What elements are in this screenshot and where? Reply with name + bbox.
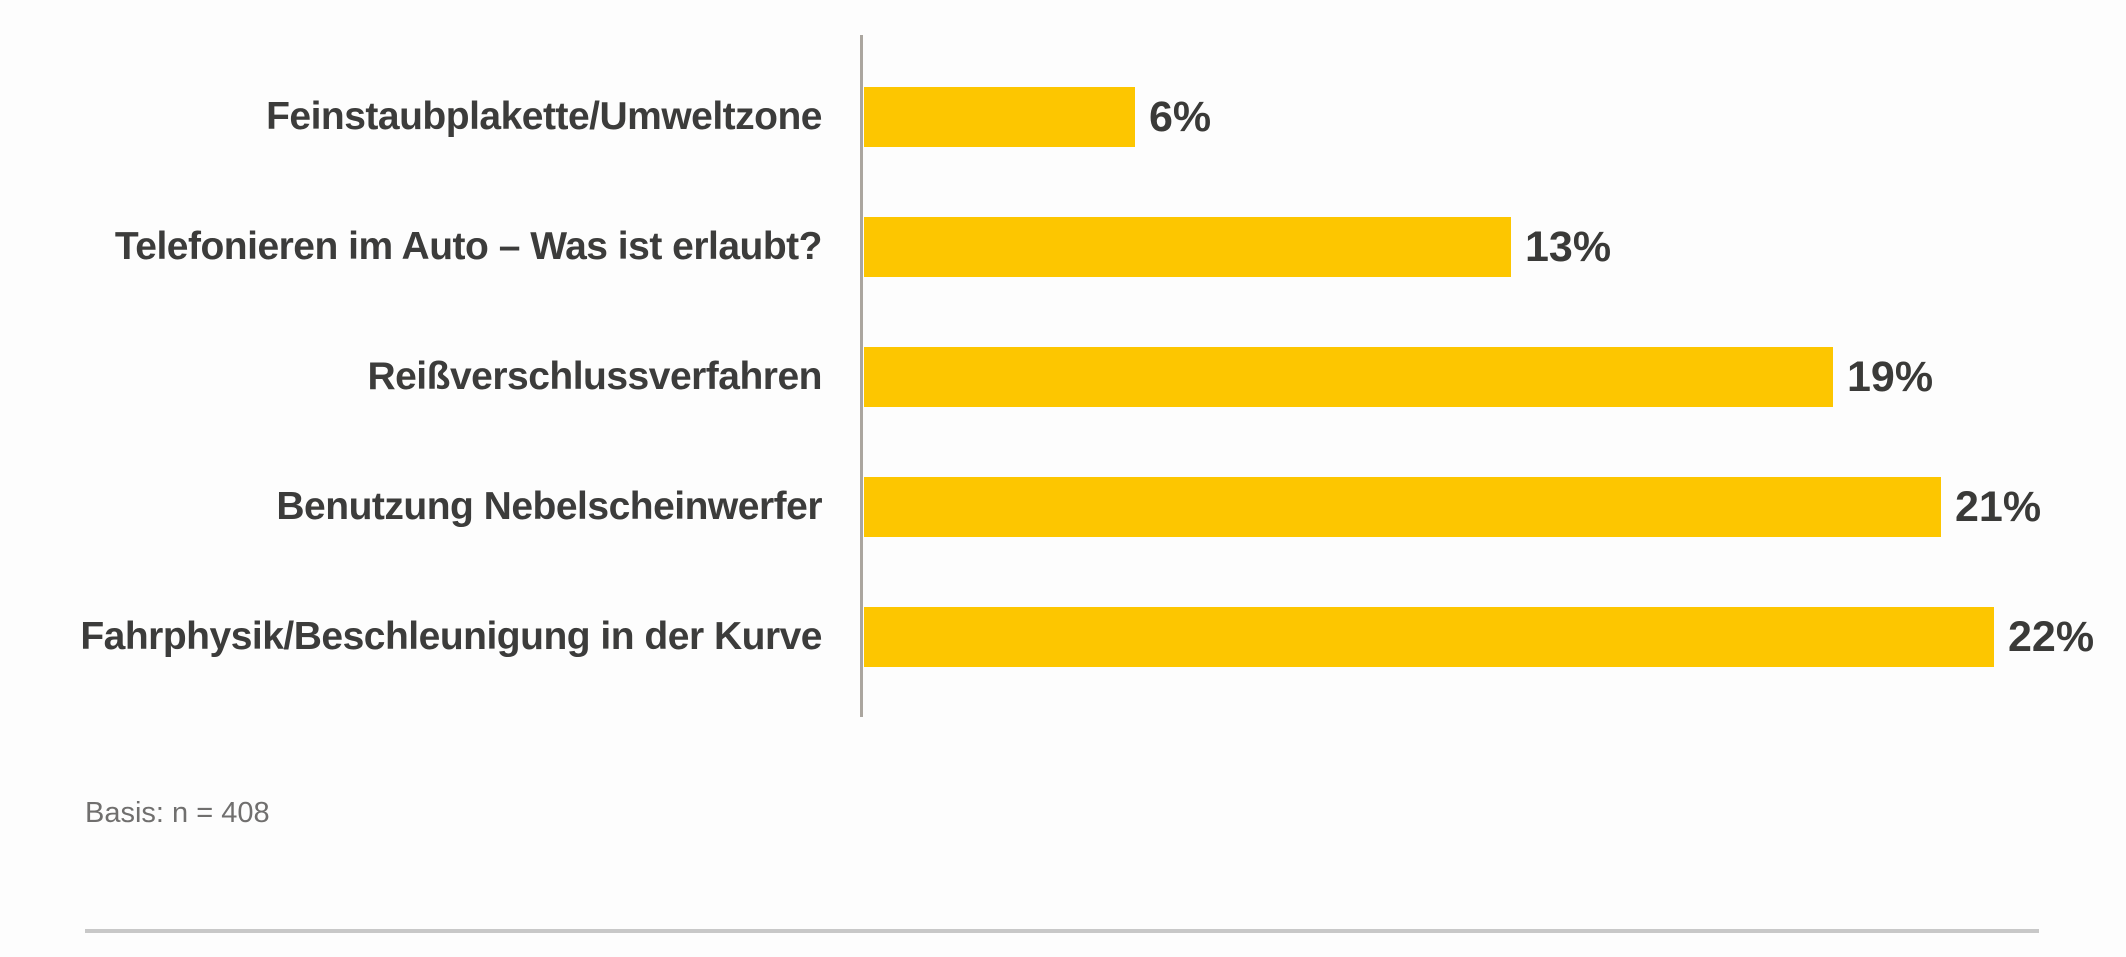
value-label: 22%: [2008, 612, 2095, 661]
bar-chart: Feinstaubplakette/Umweltzone 6% Telefonier…: [0, 35, 2126, 717]
value-label: 13%: [1525, 222, 1612, 271]
chart-row: Benutzung Nebelscheinwerfer 21%: [0, 442, 2126, 572]
value-label: 21%: [1955, 482, 2042, 531]
value-label: 6%: [1149, 92, 1212, 141]
bar: [864, 477, 1941, 537]
category-label: Feinstaubplakette/Umweltzone: [266, 95, 822, 138]
category-label: Reißverschlussverfahren: [367, 355, 822, 398]
category-label: Fahrphysik/Beschleunigung in der Kurve: [80, 615, 822, 658]
basis-note: Basis: n = 408: [85, 797, 270, 829]
bar: [864, 607, 1994, 667]
chart-rows: Feinstaubplakette/Umweltzone 6% Telefonier…: [0, 52, 2126, 702]
y-axis-line: [860, 35, 863, 717]
bar: [864, 347, 1833, 407]
bar-area: 19%: [822, 347, 2126, 407]
chart-row: Telefonieren im Auto – Was ist erlaubt? 1…: [0, 182, 2126, 312]
value-label: 19%: [1847, 352, 1934, 401]
bar-area: 22%: [822, 607, 2126, 667]
bar: [864, 217, 1511, 277]
chart-row: Fahrphysik/Beschleunigung in der Kurve 22…: [0, 572, 2126, 702]
bottom-divider-line: [85, 929, 2039, 933]
category-label: Benutzung Nebelscheinwerfer: [276, 485, 822, 528]
bar-area: 13%: [822, 217, 2126, 277]
chart-row: Reißverschlussverfahren 19%: [0, 312, 2126, 442]
category-label: Telefonieren im Auto – Was ist erlaubt?: [114, 225, 823, 268]
bar: [864, 87, 1135, 147]
bar-area: 6%: [822, 87, 2126, 147]
chart-row: Feinstaubplakette/Umweltzone 6%: [0, 52, 2126, 182]
bar-area: 21%: [822, 477, 2126, 537]
